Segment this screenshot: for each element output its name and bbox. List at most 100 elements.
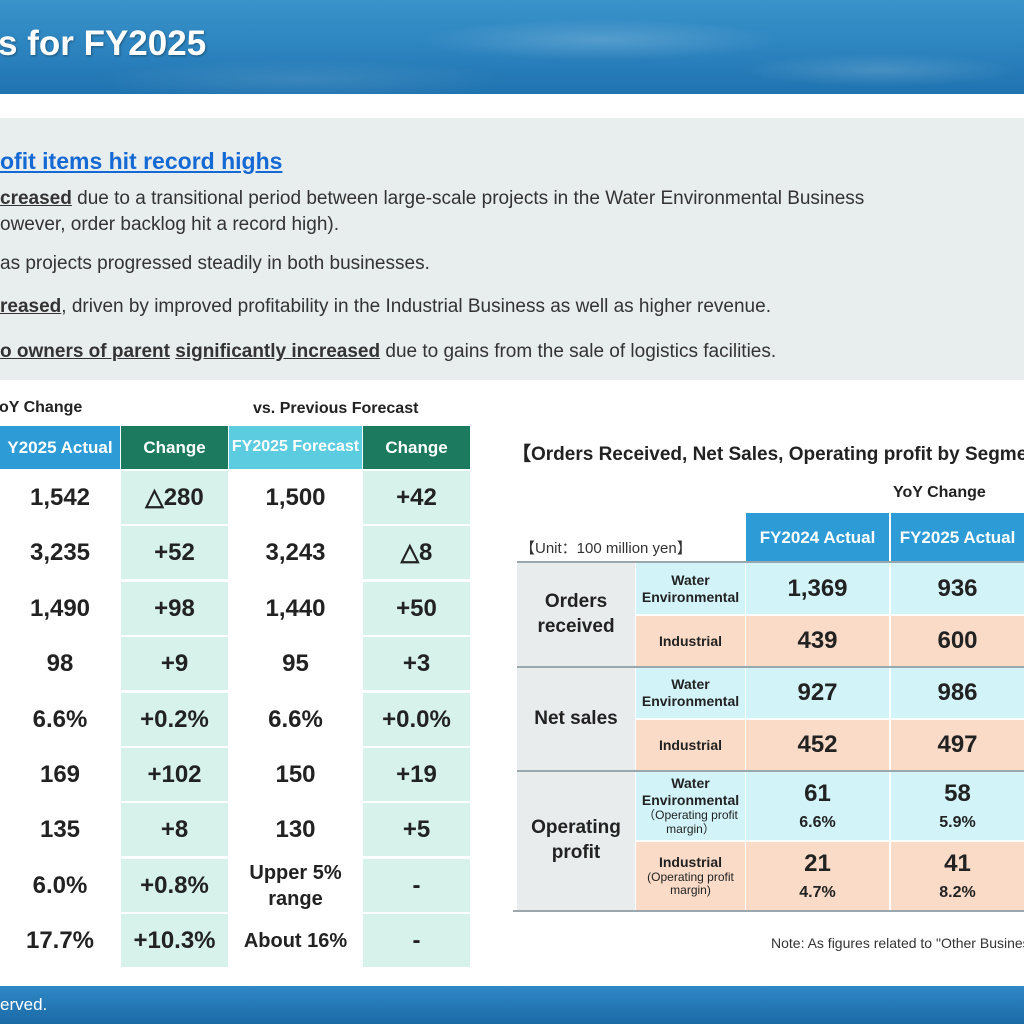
op-ind-fy2024: 21 4.7% — [746, 842, 889, 910]
sub-label: Water Environmental — [641, 571, 740, 605]
orders-ind-fy2025: 600 — [891, 616, 1024, 666]
footer-bar: erved. — [0, 986, 1024, 1024]
cell-fy2025-actual: 135 — [0, 803, 120, 856]
cell-fy2025-actual: 1,542 — [0, 471, 120, 524]
sales-water-fy2024: 927 — [746, 668, 889, 718]
cell-change: +98 — [121, 582, 228, 635]
orders-water-fy2025: 936 — [891, 563, 1024, 614]
header-change-vs-forecast: Change — [363, 426, 470, 469]
sub-label: Water Environmental — [641, 676, 740, 709]
cell-change-vs-forecast: △8 — [363, 526, 470, 579]
emphasis-text: o owners of parent — [0, 341, 170, 362]
cell-fy2025-forecast: 3,243 — [229, 526, 362, 579]
page-title: s for FY2025 — [0, 24, 207, 63]
header-fy2025-forecast: FY2025 Forecast — [229, 426, 362, 469]
sales-ind-fy2024: 452 — [746, 720, 889, 770]
op-value: 61 — [804, 780, 831, 807]
sub-water-orders: Water Environmental — [636, 563, 745, 614]
divider — [513, 910, 1024, 912]
op-ind-fy2025: 41 8.2% — [891, 842, 1024, 910]
cell-change: +52 — [121, 526, 228, 579]
sales-ind-fy2025: 497 — [891, 720, 1024, 770]
cell-change-vs-forecast: +19 — [363, 748, 470, 801]
group-net-sales: Net sales — [517, 668, 635, 770]
op-margin-value: 8.2% — [939, 884, 976, 901]
header-banner: s for FY2025 — [0, 0, 1024, 94]
summary-line-4: reased, driven by improved profitability… — [0, 296, 771, 318]
sub-industrial-sales: Industrial — [636, 720, 745, 770]
op-value: 41 — [944, 850, 971, 877]
cell-change: +0.8% — [121, 859, 228, 912]
cell-change: +102 — [121, 748, 228, 801]
divider — [517, 770, 1024, 772]
op-margin-value: 4.7% — [799, 884, 836, 901]
sub-margin-label: (Operating profit margin) — [647, 869, 734, 898]
cell-change-vs-forecast: +42 — [363, 471, 470, 524]
summary-text: due to a transitional period between lar… — [71, 188, 865, 209]
cell-change-vs-forecast: - — [363, 914, 470, 967]
sub-label: Industrial — [658, 632, 722, 649]
summary-text: as projects progressed steadily in both … — [0, 253, 430, 274]
sales-water-fy2025: 986 — [891, 668, 1024, 718]
cell-fy2025-actual: 6.6% — [0, 693, 120, 746]
divider — [517, 666, 1024, 668]
yoy-change-label: oY Change — [0, 399, 83, 416]
cell-fy2025-forecast: 150 — [229, 748, 362, 801]
summary-heading: ofit items hit record highs — [0, 148, 283, 174]
orders-water-fy2024: 1,369 — [746, 563, 889, 614]
divider — [517, 561, 1024, 563]
cell-fy2025-forecast: 1,440 — [229, 582, 362, 635]
header-change: Change — [121, 426, 228, 469]
cell-change-vs-forecast: +50 — [363, 582, 470, 635]
summary-line-5: o owners of parent significantly increas… — [0, 341, 776, 363]
footnote: Note: As figures related to "Other Busin… — [771, 935, 1024, 951]
cell-change: △280 — [121, 471, 228, 524]
summary-text: , driven by improved profitability in th… — [61, 296, 771, 317]
copyright-text: erved. — [0, 995, 48, 1014]
sub-water-op: Water Environmental （Operating profit ma… — [636, 772, 745, 840]
op-margin-value: 6.6% — [799, 814, 836, 831]
cell-fy2025-forecast: 95 — [229, 637, 362, 690]
summary-line-3: as projects progressed steadily in both … — [0, 253, 430, 275]
cell-change: +0.2% — [121, 693, 228, 746]
group-orders-received: Orders received — [517, 563, 635, 666]
op-margin-value: 5.9% — [939, 814, 976, 831]
cell-change-vs-forecast: +3 — [363, 637, 470, 690]
cell-change: +8 — [121, 803, 228, 856]
cell-fy2025-actual: 17.7% — [0, 914, 120, 967]
cell-fy2025-forecast: 6.6% — [229, 693, 362, 746]
sub-label: Industrial — [658, 853, 722, 870]
cell-fy2025-forecast: 1,500 — [229, 471, 362, 524]
emphasis-text: significantly increased — [175, 341, 381, 362]
cell-fy2025-actual: 1,490 — [0, 582, 120, 635]
cell-change-vs-forecast: +5 — [363, 803, 470, 856]
cell-fy2025-actual: 6.0% — [0, 859, 120, 912]
op-value: 58 — [944, 780, 971, 807]
op-water-fy2024: 61 6.6% — [746, 772, 889, 840]
cell-change-vs-forecast: +0.0% — [363, 693, 470, 746]
cell-change: +10.3% — [121, 914, 228, 967]
segment-title: 【Orders Received, Net Sales, Operating p… — [512, 444, 1024, 465]
summary-panel: ofit items hit record highs creased due … — [0, 118, 1024, 380]
summary-line-2: owever, order backlog hit a record high)… — [0, 214, 339, 236]
vs-forecast-label: vs. Previous Forecast — [253, 400, 419, 417]
cell-fy2025-forecast: About 16% — [229, 914, 362, 967]
emphasis-text: reased — [0, 296, 62, 317]
cell-fy2025-forecast: Upper 5% range — [229, 859, 362, 912]
summary-text: due to gains from the sale of logistics … — [380, 341, 777, 362]
op-water-fy2025: 58 5.9% — [891, 772, 1024, 840]
cell-change-vs-forecast: - — [363, 859, 470, 912]
orders-ind-fy2024: 439 — [746, 616, 889, 666]
cell-fy2025-actual: 3,235 — [0, 526, 120, 579]
header-fy2025-actual: Y2025 Actual — [0, 426, 120, 469]
sub-margin-label: （Operating profit margin） — [643, 808, 738, 836]
emphasis-text: creased — [0, 188, 72, 209]
segment-yoy-label: YoY Change — [893, 484, 986, 501]
cell-change: +9 — [121, 637, 228, 690]
sub-water-sales: Water Environmental — [636, 668, 745, 718]
header-fy2024-actual: FY2024 Actual — [746, 513, 889, 562]
summary-line-1: creased due to a transitional period bet… — [0, 188, 864, 210]
header-fy2025-actual-seg: FY2025 Actual — [891, 513, 1024, 562]
sub-industrial-orders: Industrial — [636, 616, 745, 666]
sub-industrial-op: Industrial (Operating profit margin) — [636, 842, 745, 910]
